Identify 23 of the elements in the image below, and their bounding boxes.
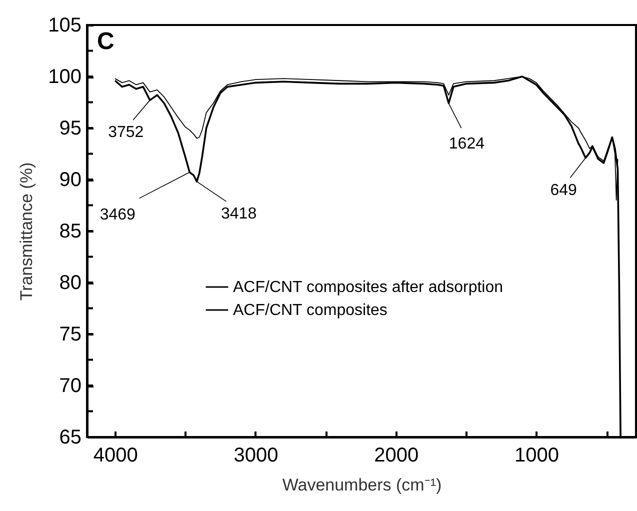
- y-axis-title: Transmittance (%): [17, 162, 36, 301]
- legend-label: ACF/CNT composites after adsorption: [233, 279, 504, 296]
- y-tick-label: 65: [59, 426, 82, 448]
- annotation: 3752: [108, 124, 144, 142]
- y-tick-label: 100: [48, 66, 82, 88]
- x-tick-label: 1000: [514, 444, 560, 466]
- y-tick-label: 80: [59, 272, 82, 294]
- y-tick-label: 95: [59, 118, 82, 140]
- x-tick-label: 4000: [93, 444, 138, 466]
- y-tick-label: 90: [59, 169, 82, 191]
- annotation: 649: [550, 182, 578, 199]
- y-tick-label: 75: [59, 324, 82, 346]
- annotation: 3469: [100, 206, 136, 224]
- x-axis-title: Wavenumbers (cm⁻¹): [282, 476, 442, 494]
- x-tick-label: 2000: [374, 444, 419, 466]
- annotation: C: [97, 28, 114, 55]
- y-tick-label: 85: [59, 220, 82, 242]
- y-tick-label: 70: [59, 375, 82, 397]
- legend-label: ACF/CNT composites: [233, 302, 388, 319]
- x-tick-label: 3000: [234, 444, 278, 466]
- annotation: 1624: [448, 135, 485, 152]
- annotation: 3418: [221, 206, 257, 223]
- y-tick-label: 105: [48, 14, 82, 36]
